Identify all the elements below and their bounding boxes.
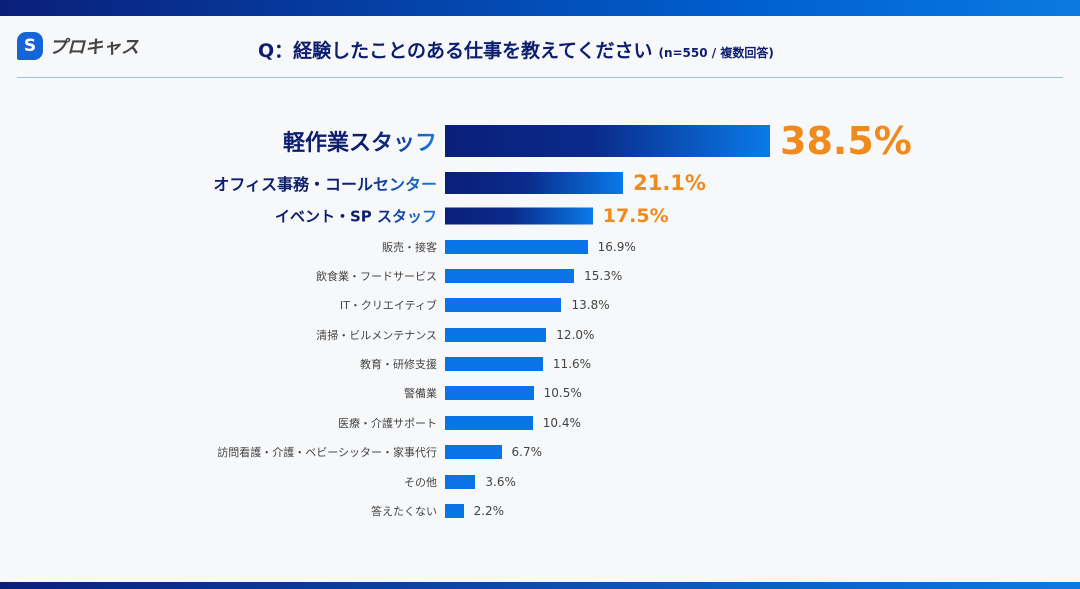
value-label: 13.8% xyxy=(571,298,610,312)
bar xyxy=(445,504,464,518)
divider xyxy=(17,77,1063,78)
value-label: 38.5% xyxy=(780,119,912,163)
value-label: 10.5% xyxy=(543,386,582,400)
category-label: 教育・研修支援 xyxy=(360,358,437,371)
value-label: 10.4% xyxy=(542,416,581,430)
category-label: その他 xyxy=(404,476,437,489)
category-label: イベント・SP スタッフ xyxy=(274,207,437,226)
bar xyxy=(445,125,770,157)
bar xyxy=(445,357,543,371)
bar xyxy=(445,240,588,254)
value-label: 6.7% xyxy=(511,445,543,459)
bar xyxy=(445,475,476,489)
value-label: 16.9% xyxy=(597,240,636,254)
value-label: 11.6% xyxy=(552,357,592,371)
bar xyxy=(445,386,534,400)
bar xyxy=(445,172,624,194)
page-title: Q：経験したことのある仕事を教えてください (n=550 / 複数回答) xyxy=(258,36,774,63)
category-label: 販売・接客 xyxy=(382,241,437,254)
category-label: 警備業 xyxy=(404,387,437,400)
bar xyxy=(445,328,547,342)
logo: S プロキャス xyxy=(17,32,139,60)
bar xyxy=(445,207,593,225)
bar xyxy=(445,445,502,459)
value-label: 12.0% xyxy=(556,328,595,342)
value-label: 2.2% xyxy=(473,504,505,518)
value-label: 21.1% xyxy=(633,171,706,195)
logo-text: プロキャス xyxy=(49,37,139,58)
category-label: 訪問看護・介護・ベビーシッター・家事代行 xyxy=(217,446,437,459)
value-label: 17.5% xyxy=(602,205,669,227)
category-label: 軽作業スタッフ xyxy=(283,125,437,157)
value-label: 15.3% xyxy=(584,269,623,283)
category-label: 答えたくない xyxy=(371,505,437,518)
value-label: 3.6% xyxy=(485,475,516,489)
bar xyxy=(445,298,562,312)
category-label: 飲食業・フードサービス xyxy=(316,270,437,283)
bar xyxy=(445,416,533,430)
title-subtitle: (n=550 / 複数回答) xyxy=(658,46,774,60)
top-banner xyxy=(0,0,1080,16)
bottom-banner xyxy=(0,582,1080,589)
logo-icon: S xyxy=(17,32,43,60)
category-label: IT・クリエイティブ xyxy=(339,299,437,312)
category-label: 清掃・ビルメンテナンス xyxy=(316,329,437,342)
title-text: Q：経験したことのある仕事を教えてください xyxy=(258,40,653,62)
category-label: オフィス事務・コールセンター xyxy=(213,171,437,195)
bar xyxy=(445,269,575,283)
category-label: 医療・介護サポート xyxy=(338,417,437,430)
